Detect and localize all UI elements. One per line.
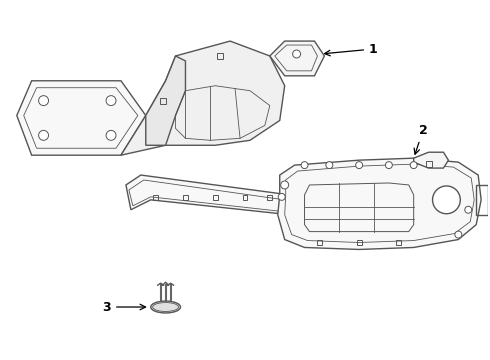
Polygon shape — [414, 152, 448, 168]
Circle shape — [356, 162, 363, 168]
Bar — [213, 195, 218, 201]
Ellipse shape — [151, 301, 180, 313]
Polygon shape — [146, 56, 185, 145]
Text: 3: 3 — [102, 301, 146, 314]
Bar — [153, 195, 158, 201]
Bar — [426, 161, 432, 167]
Bar — [396, 240, 401, 245]
Circle shape — [106, 130, 116, 140]
Bar — [217, 53, 223, 59]
Circle shape — [326, 162, 333, 168]
Polygon shape — [270, 41, 324, 76]
Bar — [268, 195, 272, 201]
Polygon shape — [17, 81, 146, 155]
Bar — [357, 240, 362, 245]
Circle shape — [455, 231, 462, 238]
Circle shape — [281, 181, 289, 189]
Circle shape — [465, 206, 472, 213]
Circle shape — [106, 96, 116, 105]
Polygon shape — [278, 158, 481, 249]
Polygon shape — [121, 41, 285, 155]
Polygon shape — [126, 175, 290, 215]
Bar — [160, 98, 166, 104]
Text: 2: 2 — [414, 124, 427, 154]
Circle shape — [39, 96, 49, 105]
Circle shape — [301, 162, 308, 168]
Circle shape — [386, 162, 392, 168]
Circle shape — [278, 193, 285, 201]
Bar — [243, 195, 247, 201]
Circle shape — [433, 186, 460, 214]
Circle shape — [410, 162, 417, 168]
Bar — [183, 195, 188, 201]
Text: 1: 1 — [324, 42, 378, 56]
Circle shape — [39, 130, 49, 140]
Bar — [317, 240, 322, 245]
Circle shape — [293, 50, 300, 58]
